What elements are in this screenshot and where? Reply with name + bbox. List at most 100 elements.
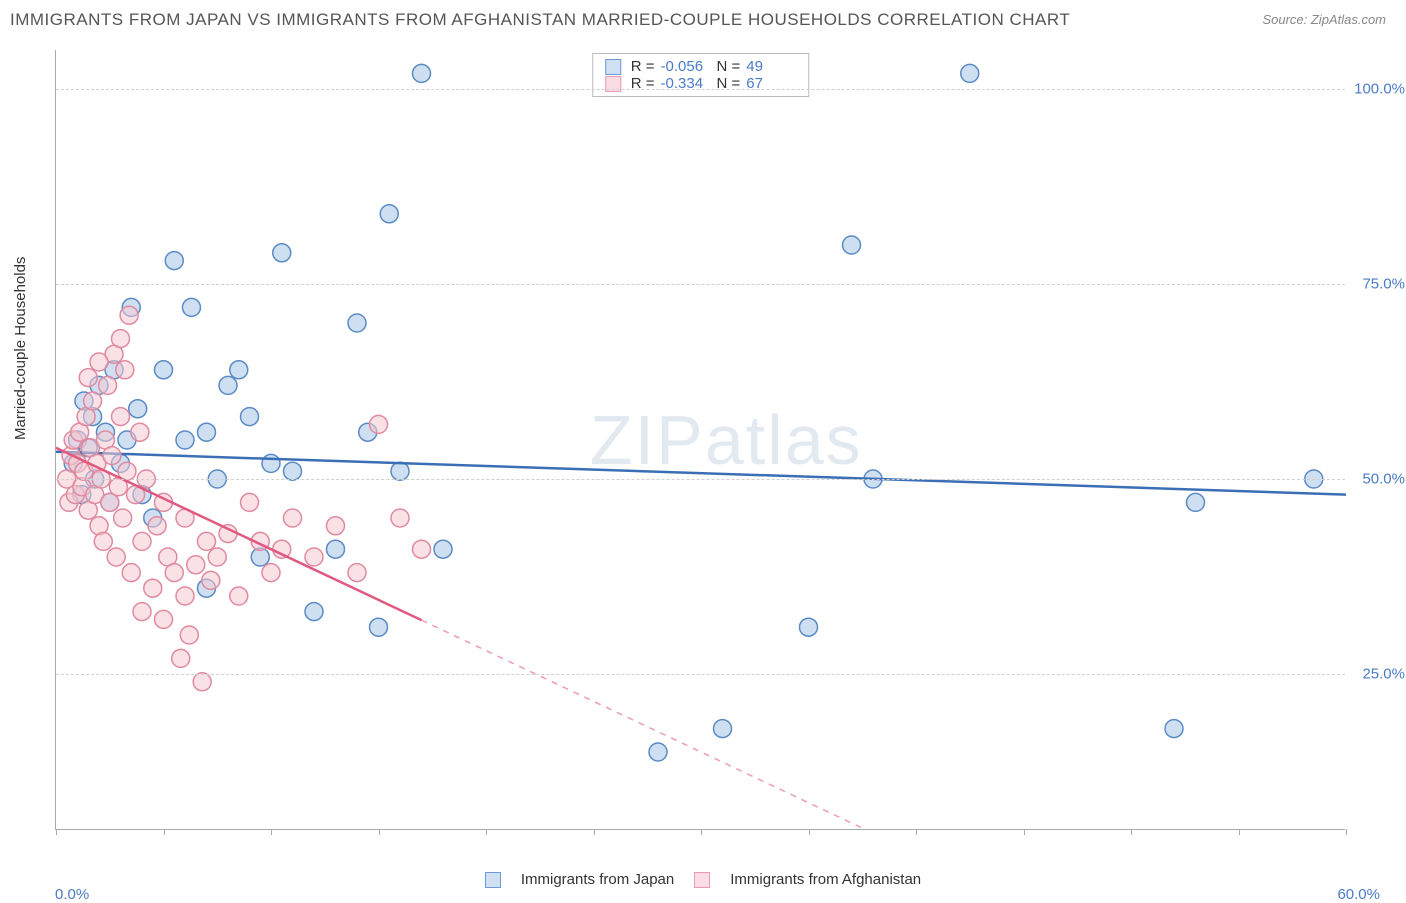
y-tick-label: 25.0% — [1362, 666, 1405, 683]
data-point — [305, 603, 323, 621]
data-point — [148, 517, 166, 535]
data-point — [1187, 493, 1205, 511]
data-point — [176, 587, 194, 605]
data-point — [133, 603, 151, 621]
y-tick-label: 75.0% — [1362, 276, 1405, 293]
data-point — [182, 298, 200, 316]
chart-title: IMMIGRANTS FROM JAPAN VS IMMIGRANTS FROM… — [10, 10, 1070, 30]
data-point — [155, 610, 173, 628]
data-point — [241, 493, 259, 511]
data-point — [172, 649, 190, 667]
gridline — [56, 674, 1345, 675]
data-point — [122, 564, 140, 582]
data-point — [391, 509, 409, 527]
data-point — [370, 415, 388, 433]
y-axis-label: Married-couple Households — [12, 257, 29, 440]
data-point — [961, 64, 979, 82]
data-point — [120, 306, 138, 324]
data-point — [107, 548, 125, 566]
data-point — [241, 408, 259, 426]
data-point — [273, 244, 291, 262]
data-point — [1165, 720, 1183, 738]
trend-line-dashed — [422, 620, 867, 830]
legend-label: Immigrants from Afghanistan — [730, 871, 921, 888]
data-point — [133, 532, 151, 550]
gridline — [56, 284, 1345, 285]
data-point — [843, 236, 861, 254]
data-point — [94, 532, 112, 550]
data-point — [348, 564, 366, 582]
data-point — [649, 743, 667, 761]
x-tick — [379, 829, 380, 835]
data-point — [370, 618, 388, 636]
data-point — [114, 509, 132, 527]
data-point — [208, 548, 226, 566]
x-max-label: 60.0% — [1337, 886, 1380, 903]
x-tick — [164, 829, 165, 835]
data-point — [434, 540, 452, 558]
data-point — [327, 517, 345, 535]
data-point — [112, 408, 130, 426]
data-point — [262, 564, 280, 582]
data-point — [327, 540, 345, 558]
data-point — [198, 423, 216, 441]
data-point — [99, 376, 117, 394]
data-point — [202, 571, 220, 589]
data-point — [305, 548, 323, 566]
x-tick — [271, 829, 272, 835]
data-point — [165, 564, 183, 582]
data-point — [112, 330, 130, 348]
gridline — [56, 479, 1345, 480]
x-tick — [701, 829, 702, 835]
x-tick — [916, 829, 917, 835]
data-point — [714, 720, 732, 738]
data-point — [219, 376, 237, 394]
data-point — [165, 252, 183, 270]
series-legend: Immigrants from Japan Immigrants from Afg… — [0, 870, 1406, 888]
data-point — [84, 392, 102, 410]
data-point — [187, 556, 205, 574]
data-point — [198, 532, 216, 550]
data-point — [79, 369, 97, 387]
data-point — [116, 361, 134, 379]
x-tick — [1024, 829, 1025, 835]
x-tick — [594, 829, 595, 835]
x-tick — [486, 829, 487, 835]
data-point — [180, 626, 198, 644]
data-point — [193, 673, 211, 691]
legend-label: Immigrants from Japan — [521, 871, 674, 888]
data-point — [155, 361, 173, 379]
legend-swatch — [694, 872, 710, 888]
y-tick-label: 100.0% — [1354, 81, 1405, 98]
trend-line — [56, 452, 1346, 495]
data-point — [413, 64, 431, 82]
x-tick — [1346, 829, 1347, 835]
gridline — [56, 89, 1345, 90]
data-point — [176, 431, 194, 449]
x-tick — [1239, 829, 1240, 835]
data-point — [103, 447, 121, 465]
x-tick — [1131, 829, 1132, 835]
data-point — [284, 509, 302, 527]
data-point — [391, 462, 409, 480]
data-point — [144, 579, 162, 597]
source-attribution: Source: ZipAtlas.com — [1262, 12, 1386, 27]
data-point — [131, 423, 149, 441]
data-point — [413, 540, 431, 558]
data-point — [129, 400, 147, 418]
data-point — [348, 314, 366, 332]
x-tick — [56, 829, 57, 835]
data-point — [90, 353, 108, 371]
x-min-label: 0.0% — [55, 886, 89, 903]
data-point — [230, 587, 248, 605]
data-point — [380, 205, 398, 223]
data-point — [262, 454, 280, 472]
y-tick-label: 50.0% — [1362, 471, 1405, 488]
data-point — [284, 462, 302, 480]
x-tick — [809, 829, 810, 835]
data-point — [230, 361, 248, 379]
data-point — [800, 618, 818, 636]
legend-swatch — [485, 872, 501, 888]
scatter-svg — [56, 50, 1345, 829]
plot-area: ZIPatlas R =-0.056N =49R =-0.334N =67 25… — [55, 50, 1345, 830]
